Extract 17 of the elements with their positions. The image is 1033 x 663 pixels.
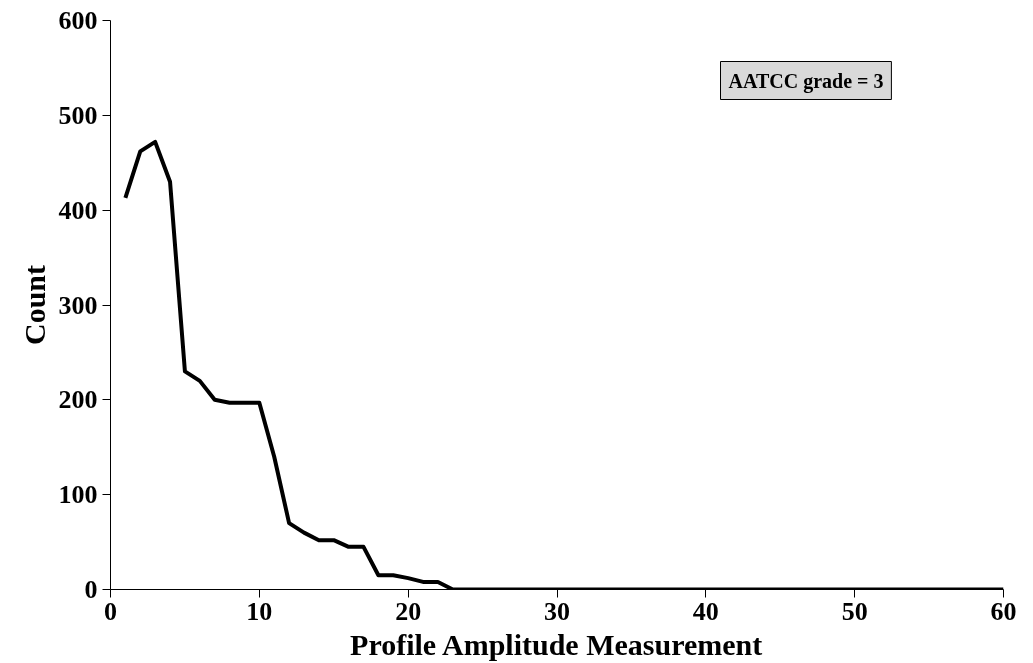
y-tick-label: 500 bbox=[58, 100, 98, 130]
y-tick-label: 0 bbox=[84, 575, 98, 604]
y-tick-label: 100 bbox=[58, 480, 98, 510]
annotation: AATCC grade = 3 bbox=[728, 69, 884, 93]
x-tick-label: 0 bbox=[104, 596, 117, 626]
x-tick-label: 10 bbox=[246, 596, 273, 626]
x-tick-label: 40 bbox=[692, 596, 719, 626]
y-tick-label: 200 bbox=[58, 385, 98, 415]
x-tick-label: 20 bbox=[395, 596, 422, 626]
y-tick-label: 300 bbox=[58, 290, 98, 320]
x-axis-title: Profile Amplitude Measurement bbox=[350, 627, 763, 661]
y-tick-label: 600 bbox=[58, 6, 98, 35]
x-tick-label: 50 bbox=[841, 596, 868, 626]
y-tick-label: 400 bbox=[58, 195, 98, 225]
x-tick-label: 30 bbox=[544, 596, 570, 626]
y-axis-title: Count bbox=[17, 264, 51, 346]
x-tick-label: 60 bbox=[990, 596, 1017, 626]
